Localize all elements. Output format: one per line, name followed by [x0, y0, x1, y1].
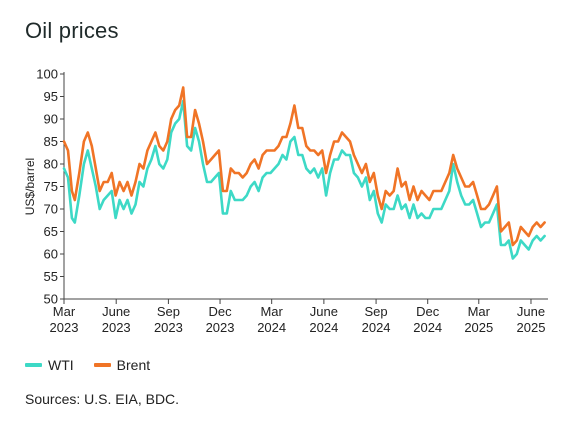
x-tick-label-month: June: [310, 304, 338, 319]
series-line-brent: [62, 86, 546, 247]
y-tick-label: 55: [44, 269, 58, 284]
y-tick-label: 85: [44, 134, 58, 149]
x-tick-label-month: Mar: [260, 304, 283, 319]
x-tick-label-month: June: [517, 304, 545, 319]
legend-label-brent: Brent: [116, 357, 151, 373]
legend-swatch-brent: [93, 363, 111, 367]
y-ticks: 50 55 60 65 70 75 80 85 90 95 100: [36, 67, 64, 307]
chart-title: Oil prices: [25, 18, 119, 43]
x-tick-label-year: 2023: [102, 320, 131, 335]
y-tick-label: 90: [44, 112, 58, 127]
source-note: Sources: U.S. EIA, BDC.: [25, 391, 180, 407]
legend-item-brent: Brent: [93, 357, 151, 373]
y-tick-label: 100: [36, 67, 58, 82]
x-tick-label-year: 2024: [362, 320, 391, 335]
x-tick-label-year: 2024: [309, 320, 338, 335]
legend: WTI Brent: [25, 357, 150, 373]
y-tick-label: 65: [44, 224, 58, 239]
legend-label-wti: WTI: [48, 357, 74, 373]
x-tick-label-month: Sep: [157, 304, 180, 319]
x-tick-label-month: Sep: [365, 304, 388, 319]
x-tick-label-month: Dec: [416, 304, 440, 319]
x-tick-label-year: 2025: [517, 320, 546, 335]
x-tick-label-year: 2024: [257, 320, 286, 335]
x-tick-label-year: 2024: [413, 320, 442, 335]
y-tick-label: 50: [44, 292, 58, 307]
x-tick-label-month: Mar: [468, 304, 491, 319]
y-tick-label: 95: [44, 89, 58, 104]
y-tick-label: 70: [44, 202, 58, 217]
y-tick-label: 60: [44, 247, 58, 262]
x-tick-label-year: 2023: [154, 320, 183, 335]
y-tick-label: 75: [44, 179, 58, 194]
x-ticks: Mar2023June2023Sep2023Dec2023Mar2024June…: [50, 299, 546, 335]
series-line-wti: [62, 99, 546, 260]
legend-item-wti: WTI: [25, 357, 74, 373]
x-tick-label-month: Mar: [53, 304, 76, 319]
legend-swatch-wti: [25, 363, 42, 367]
x-tick-label-month: June: [102, 304, 130, 319]
series-layer: [62, 86, 546, 260]
x-tick-label-year: 2023: [50, 320, 79, 335]
x-tick-label-year: 2025: [464, 320, 493, 335]
y-tick-label: 80: [44, 157, 58, 172]
x-tick-label-year: 2023: [206, 320, 235, 335]
x-tick-label-month: Dec: [208, 304, 232, 319]
chart-axes: [63, 72, 548, 300]
y-axis-title: US$/barrel: [23, 158, 37, 215]
